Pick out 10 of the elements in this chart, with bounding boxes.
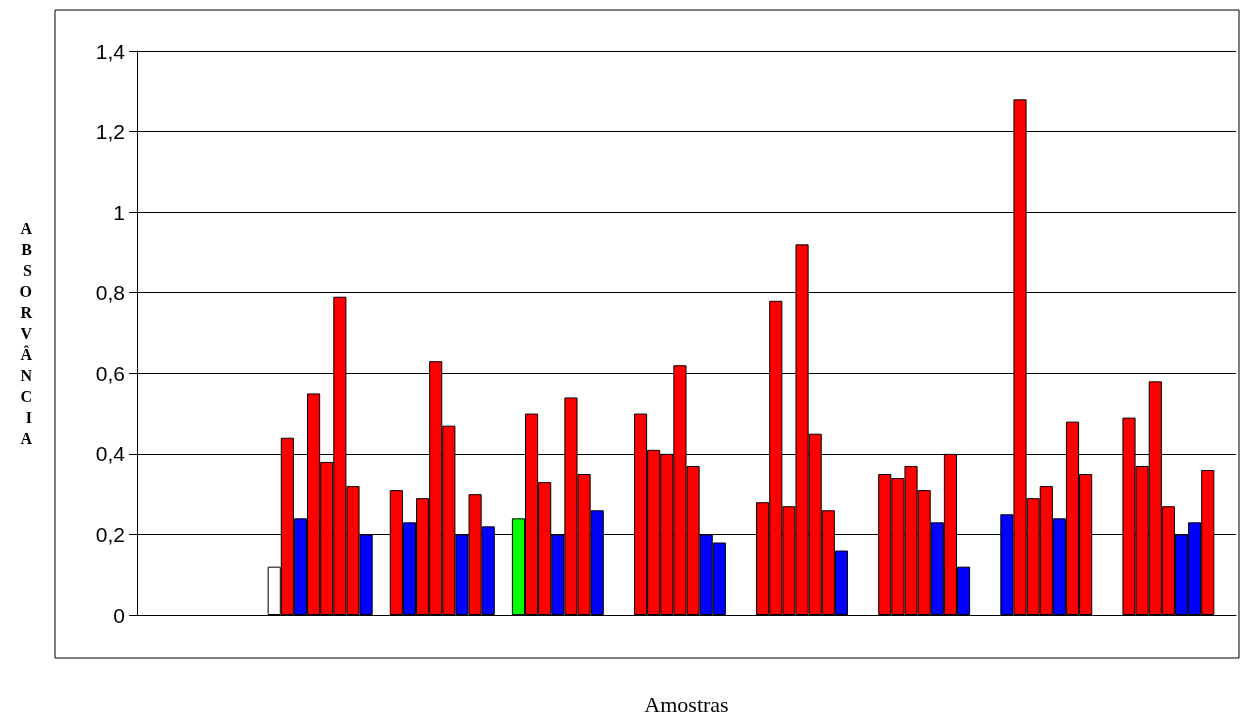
text: ABSORVÂNCIA [19, 219, 32, 447]
y-tick-label: 1,4 [95, 39, 126, 63]
x-axis-title: Amostras [644, 691, 729, 717]
y-tick-label: 0,6 [95, 361, 125, 385]
y-tick-label: 0,4 [95, 442, 126, 466]
y-tick-label: 0 [113, 603, 125, 627]
y-tick-label: 0,8 [95, 281, 125, 305]
y-tick-label: 0,2 [95, 522, 125, 546]
y-tick-label: 1 [113, 200, 125, 224]
y-tick-label: 1,2 [95, 120, 125, 144]
